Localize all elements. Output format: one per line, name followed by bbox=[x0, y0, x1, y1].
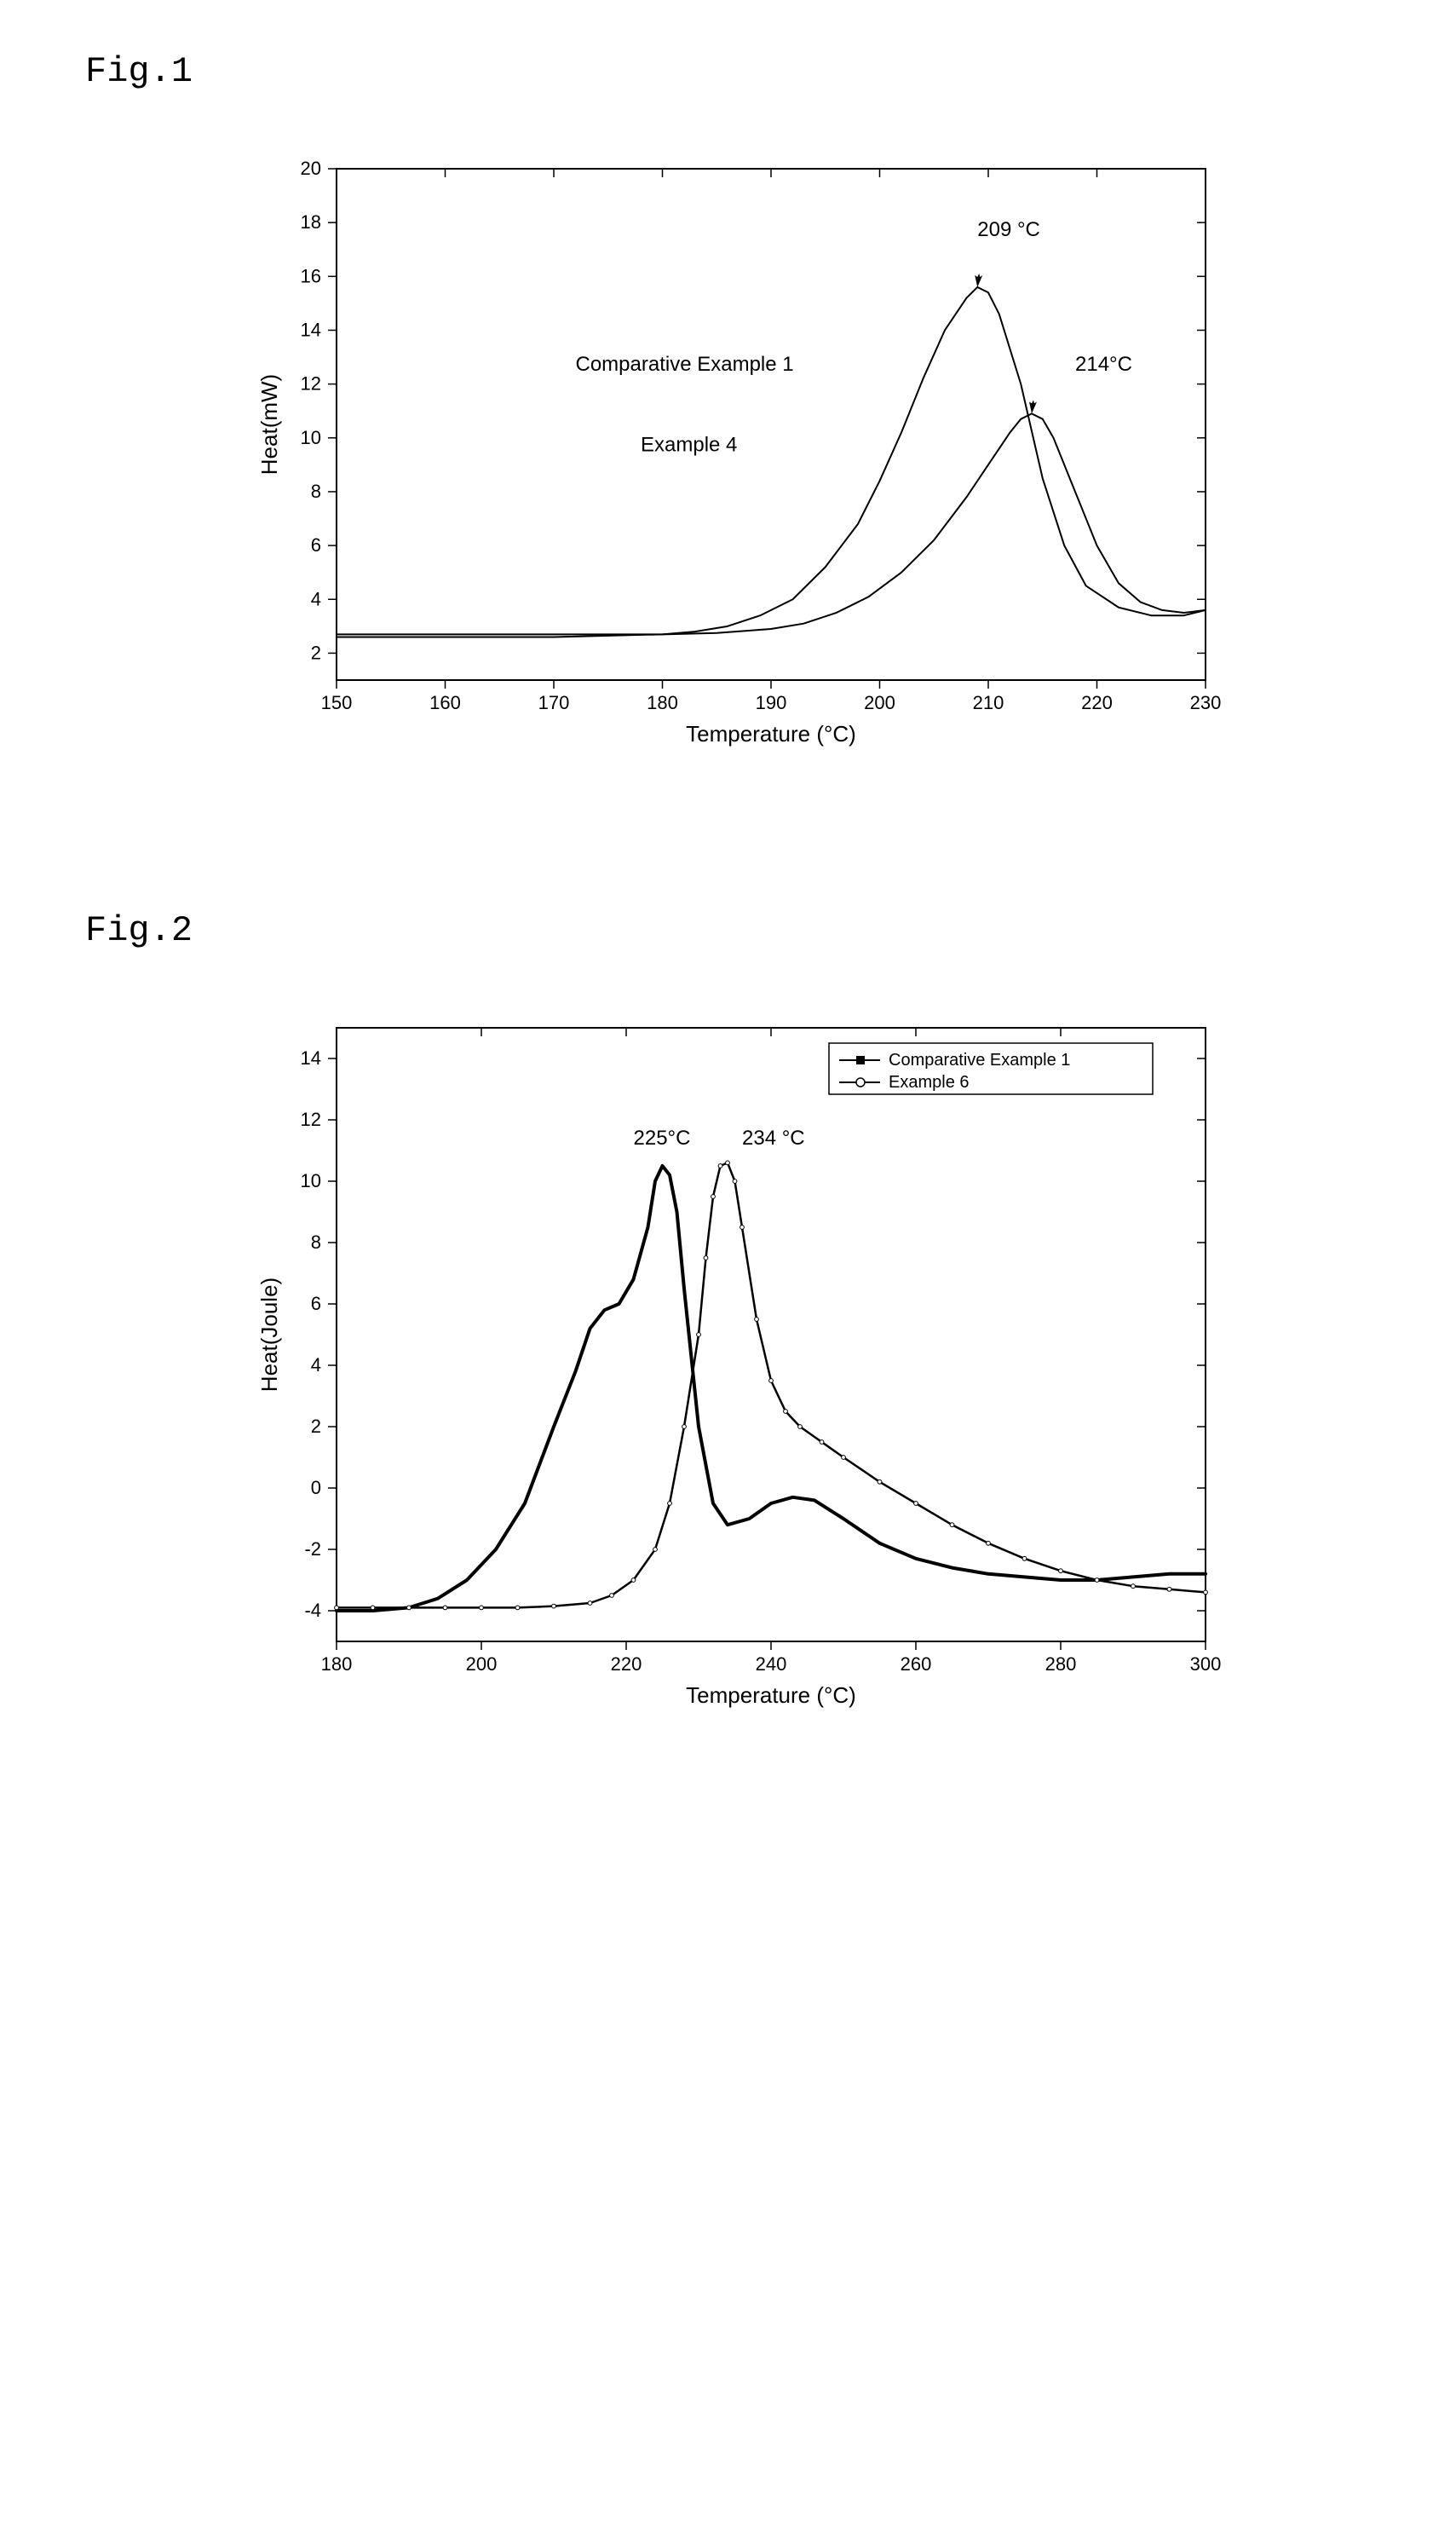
series-marker bbox=[682, 1425, 686, 1429]
series-marker bbox=[479, 1606, 483, 1610]
fig2-label: Fig.2 bbox=[85, 910, 1388, 951]
series-line bbox=[337, 287, 1206, 637]
series-marker bbox=[667, 1502, 671, 1506]
y-tick-label: 18 bbox=[300, 211, 320, 233]
x-tick-label: 210 bbox=[972, 692, 1004, 713]
y-tick-label: 4 bbox=[310, 588, 320, 609]
peak-annotation: 234 °C bbox=[742, 1127, 805, 1150]
peak-annotation: 209 °C bbox=[977, 218, 1040, 241]
series-marker bbox=[725, 1161, 729, 1165]
series-marker bbox=[371, 1606, 375, 1610]
series-marker bbox=[783, 1410, 787, 1414]
y-tick-label: -4 bbox=[304, 1600, 321, 1621]
fig2-chart: 180 200 220 240 260 280 300 -4 -2 0 2 4 6 8 10 12 14 Temp… bbox=[68, 1002, 1388, 1718]
x-tick-label: 200 bbox=[864, 692, 895, 713]
series-marker bbox=[1022, 1556, 1027, 1560]
y-tick-label: -2 bbox=[304, 1538, 321, 1560]
series-marker bbox=[740, 1226, 744, 1230]
plot-frame bbox=[337, 169, 1206, 680]
x-tick-label: 200 bbox=[465, 1653, 497, 1675]
fig1-label: Fig.1 bbox=[85, 51, 1388, 92]
series-marker bbox=[515, 1606, 520, 1610]
peak-annotation: 214°C bbox=[1075, 353, 1132, 376]
y-axis-label: Heat(Joule) bbox=[256, 1278, 282, 1392]
y-tick-label: 4 bbox=[310, 1354, 320, 1376]
series-marker bbox=[551, 1604, 555, 1608]
y-axis-label: Heat(mW) bbox=[256, 374, 282, 475]
series-line bbox=[337, 1162, 1206, 1607]
x-axis-label: Temperature (°C) bbox=[686, 721, 856, 747]
series-marker bbox=[768, 1379, 773, 1383]
y-tick-label: 2 bbox=[310, 642, 320, 663]
x-tick-label: 300 bbox=[1189, 1653, 1221, 1675]
series-marker bbox=[913, 1502, 918, 1506]
x-tick-label: 280 bbox=[1045, 1653, 1076, 1675]
legend-label: Comparative Example 1 bbox=[889, 1051, 1070, 1070]
legend-label: Example 6 bbox=[889, 1073, 970, 1092]
y-tick-label: 2 bbox=[310, 1416, 320, 1437]
x-tick-label: 150 bbox=[320, 692, 352, 713]
y-tick-label: 12 bbox=[300, 373, 320, 395]
y-tick-label: 14 bbox=[300, 1047, 320, 1069]
y-tick-label: 0 bbox=[310, 1477, 320, 1498]
series-inline-label: Example 4 bbox=[641, 434, 737, 457]
x-axis-label: Temperature (°C) bbox=[686, 1682, 856, 1708]
series-marker bbox=[797, 1425, 802, 1429]
series-marker bbox=[733, 1179, 737, 1184]
series-marker bbox=[588, 1601, 592, 1606]
y-tick-label: 16 bbox=[300, 265, 320, 286]
y-tick-label: 6 bbox=[310, 534, 320, 556]
x-tick-label: 180 bbox=[320, 1653, 352, 1675]
series-marker bbox=[754, 1318, 758, 1322]
series-marker bbox=[820, 1440, 824, 1445]
legend-marker-square bbox=[856, 1056, 865, 1064]
series-marker bbox=[1058, 1569, 1062, 1573]
y-tick-label: 14 bbox=[300, 319, 320, 340]
series-marker bbox=[1131, 1584, 1135, 1589]
x-tick-label: 160 bbox=[429, 692, 461, 713]
x-tick-label: 230 bbox=[1189, 692, 1221, 713]
y-tick-label: 8 bbox=[310, 1231, 320, 1253]
y-tick-label: 10 bbox=[300, 1170, 320, 1191]
x-tick-label: 240 bbox=[755, 1653, 786, 1675]
pointer-icon bbox=[1029, 400, 1037, 413]
x-tick-label: 180 bbox=[647, 692, 678, 713]
series-line bbox=[337, 413, 1206, 634]
y-tick-label: 12 bbox=[300, 1109, 320, 1130]
x-tick-label: 260 bbox=[900, 1653, 931, 1675]
x-tick-label: 190 bbox=[755, 692, 786, 713]
series-marker bbox=[696, 1333, 700, 1337]
series-inline-label: Comparative Example 1 bbox=[575, 353, 793, 376]
y-tick-label: 10 bbox=[300, 427, 320, 448]
series-marker bbox=[334, 1606, 338, 1610]
y-tick-label: 8 bbox=[310, 481, 320, 502]
series-line bbox=[337, 1166, 1206, 1611]
y-tick-label: 20 bbox=[300, 158, 320, 179]
series-marker bbox=[1095, 1578, 1099, 1583]
plot-frame bbox=[337, 1028, 1206, 1641]
series-marker bbox=[711, 1195, 715, 1199]
series-marker bbox=[631, 1578, 636, 1583]
series-marker bbox=[609, 1594, 613, 1598]
series-marker bbox=[1167, 1587, 1171, 1591]
series-marker bbox=[653, 1548, 657, 1552]
series-marker bbox=[1203, 1590, 1207, 1595]
fig1-chart: 150 160 170 180 190 200 210 220 230 2 4 6 8 10 12 14 16 1… bbox=[68, 143, 1388, 757]
series-marker bbox=[406, 1606, 411, 1610]
series-marker bbox=[950, 1523, 954, 1527]
x-tick-label: 170 bbox=[538, 692, 569, 713]
series-marker bbox=[718, 1164, 722, 1168]
series-marker bbox=[704, 1256, 708, 1260]
series-marker bbox=[878, 1479, 882, 1484]
x-tick-label: 220 bbox=[1081, 692, 1113, 713]
legend-marker-circle bbox=[856, 1078, 865, 1087]
pointer-icon bbox=[975, 274, 982, 287]
series-marker bbox=[841, 1456, 845, 1460]
series-marker bbox=[443, 1606, 447, 1610]
y-tick-label: 6 bbox=[310, 1293, 320, 1314]
x-tick-label: 220 bbox=[610, 1653, 642, 1675]
peak-annotation: 225°C bbox=[633, 1127, 690, 1150]
series-marker bbox=[986, 1541, 990, 1545]
